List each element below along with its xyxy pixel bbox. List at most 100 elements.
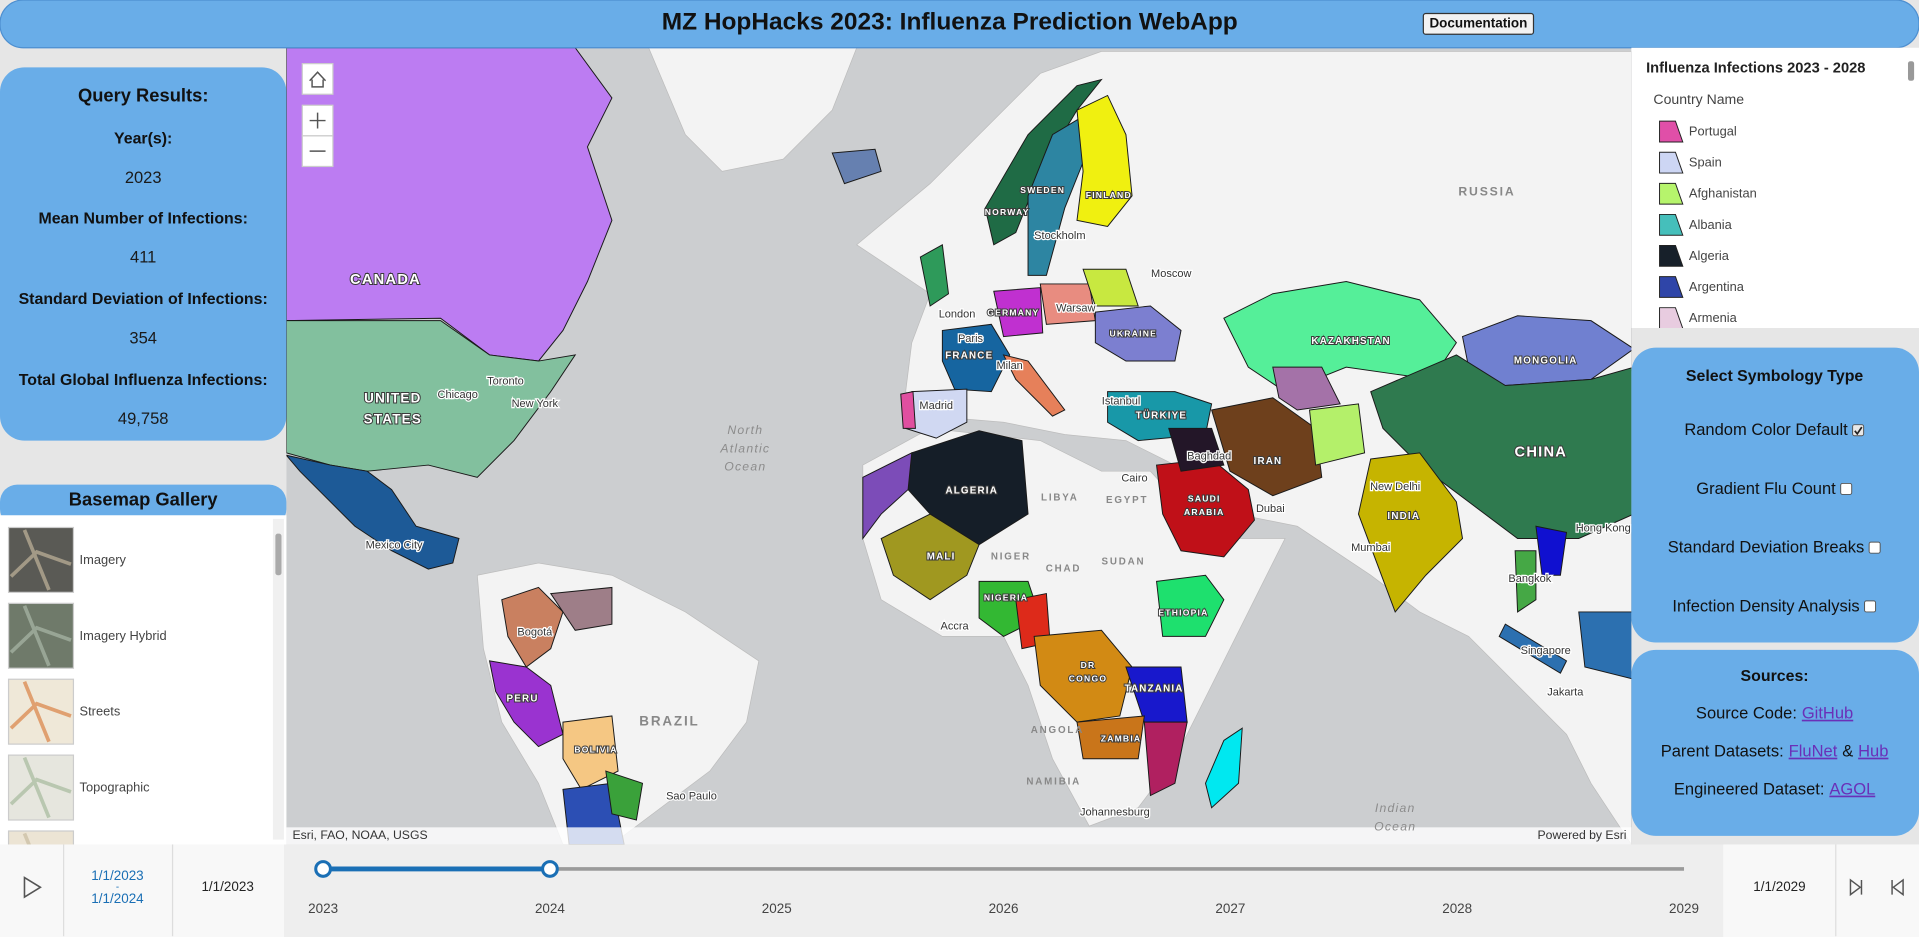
symbology-option[interactable]: Standard Deviation Breaks bbox=[1668, 538, 1864, 557]
map[interactable]: CANADA UNITED STATES RUSSIA CHINA BRAZIL ALGER… bbox=[286, 47, 1633, 845]
city-label: Paris bbox=[958, 333, 984, 345]
country-label: SWEDEN bbox=[1020, 185, 1065, 195]
ocean-label: North bbox=[727, 423, 763, 437]
source-link[interactable]: FluNet bbox=[1789, 742, 1838, 761]
next-button[interactable] bbox=[1891, 878, 1904, 897]
legend-swatch bbox=[1659, 213, 1684, 236]
country-label: MONGOLIA bbox=[1514, 356, 1578, 367]
slider-handle[interactable] bbox=[314, 860, 332, 878]
symbology-option[interactable]: Gradient Flu Count bbox=[1696, 479, 1836, 498]
query-value: 354 bbox=[129, 328, 157, 347]
symbology-option[interactable]: Infection Density Analysis bbox=[1672, 596, 1859, 615]
country-label: NAMIBIA bbox=[1026, 777, 1081, 788]
symbology-title: Select Symbology Type bbox=[1686, 368, 1864, 385]
checkmark bbox=[1854, 426, 1863, 436]
timeline-track-area bbox=[283, 844, 1724, 937]
city-label: Bogotá bbox=[517, 627, 553, 639]
country-label: FRANCE bbox=[945, 351, 993, 362]
legend-label: Albania bbox=[1689, 217, 1733, 232]
source-link[interactable]: AGOL bbox=[1829, 780, 1875, 799]
symbology-panel bbox=[1631, 347, 1919, 643]
basemap-label[interactable]: Topographic bbox=[80, 780, 151, 795]
basemap-label[interactable]: Imagery bbox=[80, 552, 127, 567]
country-label: ANGOLA bbox=[1031, 725, 1084, 736]
basemap-label[interactable]: Streets bbox=[80, 704, 121, 719]
timeline-tick: 2027 bbox=[1215, 901, 1245, 916]
country-label: CHINA bbox=[1515, 445, 1568, 461]
range-separator: - bbox=[116, 882, 119, 893]
slider-handle[interactable] bbox=[541, 860, 559, 878]
city-label: New York bbox=[512, 398, 559, 410]
query-value: 2023 bbox=[125, 168, 162, 187]
timeline-tick: 2026 bbox=[989, 901, 1019, 916]
thumbnail-detail bbox=[9, 681, 72, 743]
basemap-label[interactable]: Imagery Hybrid bbox=[80, 628, 167, 643]
legend-label: Spain bbox=[1689, 155, 1722, 170]
legend-label: Portugal bbox=[1689, 124, 1737, 139]
timeline-tick: 2023 bbox=[308, 901, 338, 916]
basemap-title: Basemap Gallery bbox=[69, 488, 219, 509]
city-label: Cairo bbox=[1121, 472, 1147, 484]
symbology-option[interactable]: Random Color Default bbox=[1684, 420, 1848, 439]
documentation-button[interactable] bbox=[1422, 12, 1535, 35]
checkbox[interactable] bbox=[1868, 541, 1881, 554]
legend-field: Country Name bbox=[1653, 91, 1744, 107]
city-label: Hong Kong bbox=[1576, 523, 1631, 535]
source-line: Source Code: GitHub bbox=[1696, 704, 1853, 723]
legend-swatch bbox=[1659, 120, 1684, 143]
query-value: 49,758 bbox=[118, 409, 169, 428]
city-label: Toronto bbox=[487, 376, 524, 388]
query-panel bbox=[0, 67, 287, 441]
city-label: Baghdad bbox=[1187, 450, 1231, 462]
query-title: Query Results: bbox=[78, 85, 208, 106]
play-button[interactable] bbox=[23, 876, 42, 899]
city-label: New Delhi bbox=[1370, 481, 1420, 493]
source-link[interactable]: Hub bbox=[1858, 742, 1888, 761]
app-title: MZ HopHacks 2023: Influenza Prediction W… bbox=[662, 9, 1238, 36]
ocean-label: Indian bbox=[1375, 801, 1416, 815]
sources-title: Sources: bbox=[1741, 668, 1809, 685]
country-label: UKRAINE bbox=[1110, 328, 1158, 338]
country-label: KAZAKHSTAN bbox=[1311, 336, 1390, 347]
ocean-label: Atlantic bbox=[719, 441, 770, 455]
source-label: Parent Datasets: bbox=[1661, 742, 1784, 761]
country-label: UNITED bbox=[364, 391, 421, 406]
thumbnail-detail bbox=[22, 832, 31, 845]
country-label: FINLAND bbox=[1086, 190, 1132, 200]
legend-swatch bbox=[1659, 182, 1684, 205]
country-label: MALI bbox=[927, 551, 956, 562]
range-end: 1/1/2024 bbox=[91, 891, 144, 906]
city-label: Accra bbox=[941, 621, 970, 633]
source-link[interactable]: GitHub bbox=[1802, 704, 1853, 723]
source-label: Engineered Dataset: bbox=[1674, 780, 1825, 799]
legend-label: Afghanistan bbox=[1689, 186, 1757, 201]
legend-panel bbox=[1631, 47, 1919, 329]
legend-label: Algeria bbox=[1689, 248, 1730, 263]
attribution-bar bbox=[286, 827, 1632, 845]
country-label: NORWAY bbox=[985, 207, 1030, 217]
city-label: Bangkok bbox=[1508, 573, 1551, 585]
country-label: TANZANIA bbox=[1125, 684, 1184, 695]
checkbox[interactable] bbox=[1864, 600, 1877, 613]
query-value: 411 bbox=[130, 248, 156, 267]
country-label: PERU bbox=[507, 693, 539, 704]
city-label: Jakarta bbox=[1547, 687, 1584, 699]
legend: Influenza Infections 2023 - 2028 Country … bbox=[1646, 60, 1865, 329]
documentation-label[interactable]: Documentation bbox=[1429, 15, 1527, 30]
legend-label: Argentina bbox=[1689, 279, 1745, 294]
ui-text: MZ HopHacks 2023: Influenza Prediction W… bbox=[19, 9, 1889, 916]
query-label: Total Global Influenza Infections: bbox=[19, 372, 268, 389]
source-line: Parent Datasets: FluNet & Hub bbox=[1661, 742, 1889, 761]
country-label: BRAZIL bbox=[639, 714, 699, 729]
country-label: SAUDI bbox=[1188, 494, 1221, 504]
country-label: ETHIOPIA bbox=[1158, 607, 1208, 617]
previous-button[interactable] bbox=[1849, 878, 1863, 897]
home-button[interactable] bbox=[301, 63, 334, 95]
country-label: DR bbox=[1081, 660, 1096, 670]
source-line: Engineered Dataset: AGOL bbox=[1674, 780, 1875, 799]
checkbox[interactable] bbox=[1840, 482, 1853, 495]
country-label: BOLIVIA bbox=[574, 744, 617, 754]
country-label: NIGER bbox=[991, 551, 1031, 562]
ocean-label: Ocean bbox=[1374, 820, 1416, 834]
